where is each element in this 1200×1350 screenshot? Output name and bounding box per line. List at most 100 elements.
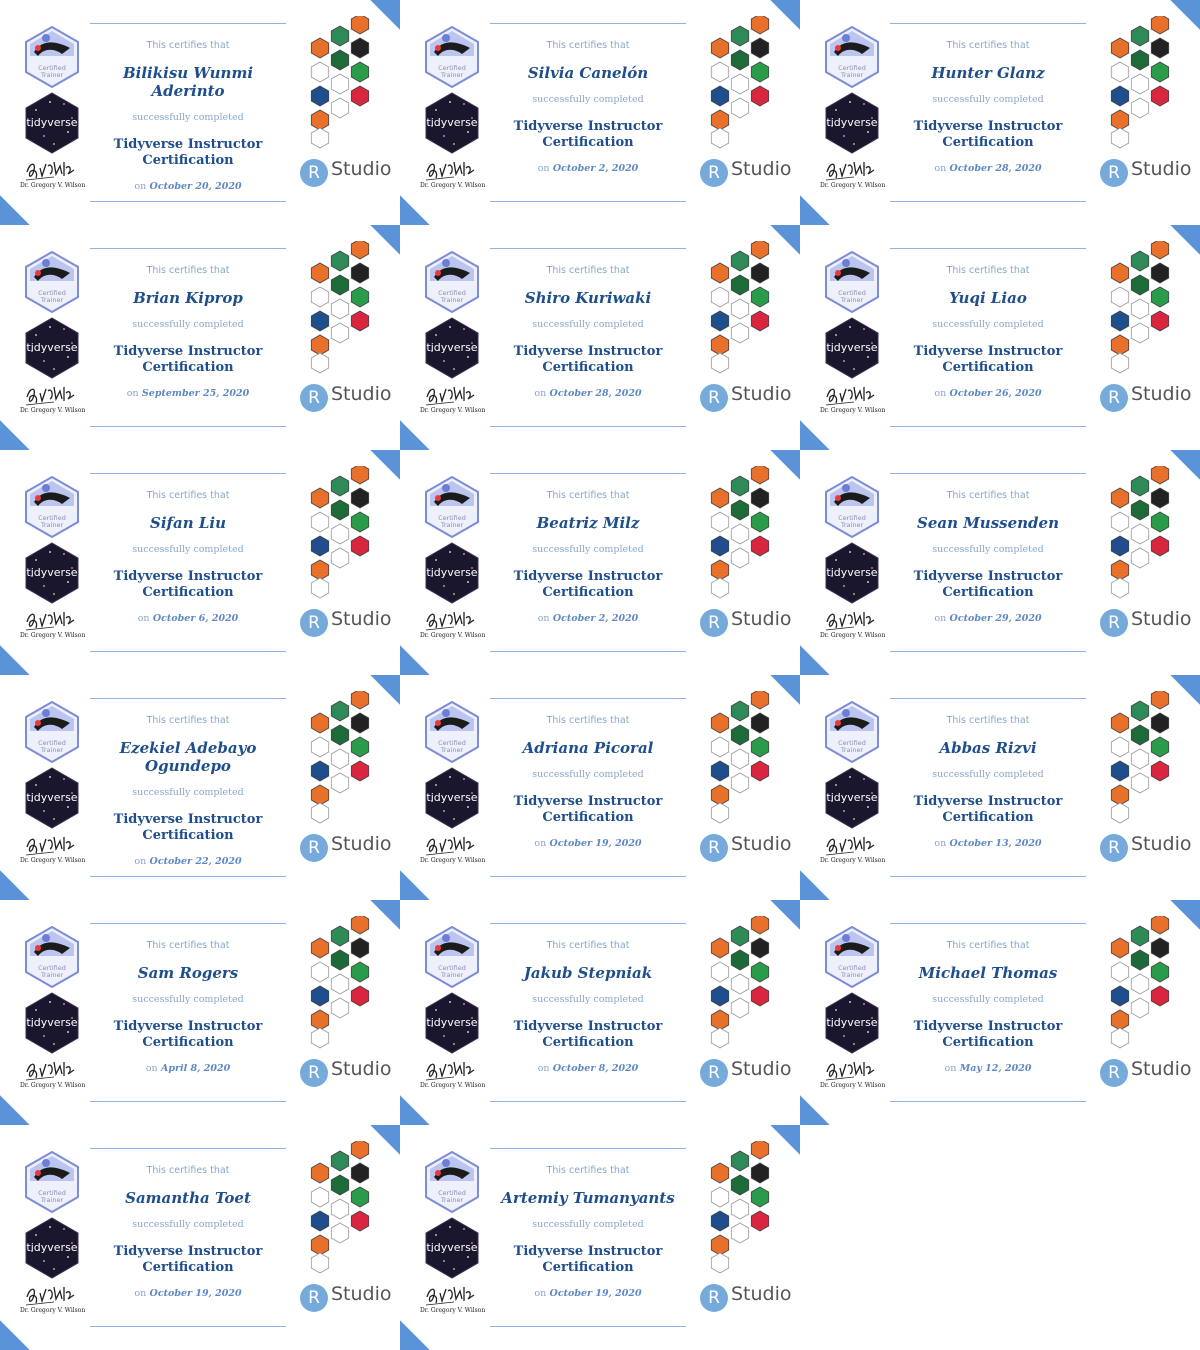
top-rule: [890, 248, 1086, 249]
top-rule: [90, 248, 286, 249]
svg-text:tidyverse: tidyverse: [26, 566, 77, 579]
date-prefix: on: [934, 838, 947, 849]
completed-text: successfully completed: [132, 1219, 244, 1230]
package-hex-stickers-icon: [1110, 916, 1170, 1049]
hex-sticker-5: [730, 49, 750, 71]
hex-sticker-3: [750, 487, 770, 509]
hex-sticker-1: [1150, 691, 1170, 710]
package-hex-stickers-icon: [310, 916, 370, 1049]
hex-sticker-4: [710, 37, 730, 59]
hex-sticker-13: [1110, 577, 1130, 599]
course-title: Tidyverse Instructor Certification: [488, 344, 688, 376]
completed-text: successfully completed: [132, 319, 244, 330]
course-line-1: Tidyverse Instructor: [113, 1244, 263, 1259]
svg-text:tidyverse: tidyverse: [426, 791, 477, 804]
rstudio-wordmark: Studio: [1131, 158, 1192, 180]
course-title: Tidyverse Instructor Certification: [888, 344, 1088, 376]
hex-sticker-12: [710, 1234, 730, 1256]
hex-sticker-12: [310, 109, 330, 131]
date-prefix: on: [126, 388, 139, 399]
date-value: October 2, 2020: [552, 613, 639, 624]
hex-sticker-3: [750, 262, 770, 284]
certifies-text: This certifies that: [146, 490, 230, 501]
hex-sticker-13: [710, 802, 730, 824]
completion-date: on October 6, 2020: [88, 613, 288, 624]
bottom-rule: [890, 426, 1086, 427]
signature-icon: [425, 386, 475, 406]
hex-sticker-13: [1110, 802, 1130, 824]
date-value: April 8, 2020: [160, 1063, 231, 1074]
completion-date: on October 28, 2020: [488, 388, 688, 399]
svg-text:tidyverse: tidyverse: [826, 116, 877, 129]
hex-sticker-stack: [1110, 241, 1170, 374]
bottom-rule: [890, 651, 1086, 652]
signatory-name: Dr. Gregory V. Wilson: [420, 857, 486, 864]
svg-text:tidyverse: tidyverse: [26, 1241, 77, 1254]
rstudio-logo-icon: R: [700, 1059, 728, 1087]
hex-sticker-4: [710, 937, 730, 959]
signature-icon: [25, 611, 75, 631]
hex-sticker-8: [730, 523, 750, 545]
certified-trainer-badge-icon: Certified Trainer: [425, 701, 479, 763]
top-rule: [490, 248, 686, 249]
date-value: October 13, 2020: [949, 838, 1042, 849]
date-value: October 28, 2020: [549, 388, 642, 399]
course-line-1: Tidyverse Instructor: [913, 344, 1063, 359]
svg-text:Trainer: Trainer: [40, 296, 64, 304]
corner-decoration: [800, 195, 830, 225]
recipient-name: Michael Thomas: [918, 964, 1058, 982]
date-value: September 25, 2020: [141, 388, 250, 399]
hex-sticker-9: [750, 760, 770, 782]
hex-sticker-10: [1110, 985, 1130, 1007]
certifies-text: This certifies that: [946, 40, 1030, 51]
date-prefix: on: [944, 1063, 957, 1074]
rstudio-logo-icon: R: [300, 834, 328, 862]
certified-trainer-badge-icon: Certified Trainer: [825, 476, 879, 538]
hex-sticker-stack: [710, 16, 770, 149]
rstudio-wordmark: Studio: [331, 383, 392, 405]
corner-decoration: [0, 870, 30, 900]
date-prefix: on: [137, 613, 150, 624]
svg-text:Certified: Certified: [838, 514, 866, 522]
recipient-name: Brian Kiprop: [133, 289, 243, 307]
signature-icon: [825, 611, 875, 631]
certificate-card-15: Certified Trainer tidyverse Dr. Gregory …: [800, 900, 1200, 1125]
rstudio-logo-icon: R: [700, 159, 728, 187]
date-prefix: on: [134, 856, 147, 867]
hex-sticker-4: [1110, 487, 1130, 509]
hex-sticker-12: [710, 559, 730, 581]
course-line-2: Certification: [542, 1035, 634, 1050]
course-title: Tidyverse Instructor Certification: [888, 794, 1088, 826]
signatory-name: Dr. Gregory V. Wilson: [820, 857, 886, 864]
hex-sticker-stack: [1110, 16, 1170, 149]
completion-date: on October 19, 2020: [488, 1288, 688, 1299]
hex-sticker-1: [350, 241, 370, 260]
recipient-name: Sean Mussenden: [916, 514, 1059, 532]
hex-sticker-13: [310, 1252, 330, 1274]
hex-sticker-8: [330, 1198, 350, 1220]
signatory-name: Dr. Gregory V. Wilson: [820, 182, 886, 189]
date-prefix: on: [534, 838, 547, 849]
tidyverse-hex-logo-icon: tidyverse: [25, 1217, 79, 1279]
recipient-name: Jakub Stepniak: [523, 964, 653, 982]
hex-sticker-stack: [710, 466, 770, 599]
hex-sticker-12: [710, 109, 730, 131]
hex-sticker-8: [330, 298, 350, 320]
hex-sticker-12: [310, 1234, 330, 1256]
hex-sticker-1: [1150, 916, 1170, 935]
hex-sticker-3: [1150, 937, 1170, 959]
svg-text:Trainer: Trainer: [40, 971, 64, 979]
hex-sticker-8: [730, 73, 750, 95]
top-rule: [490, 23, 686, 24]
svg-text:tidyverse: tidyverse: [26, 1016, 77, 1029]
recipient-name: Sifan Liu: [150, 514, 226, 532]
hex-sticker-9: [350, 1210, 370, 1232]
hex-sticker-stack: [710, 691, 770, 824]
hex-sticker-1: [1150, 241, 1170, 260]
hex-sticker-13: [710, 1027, 730, 1049]
hex-sticker-stack: [1110, 466, 1170, 599]
hex-sticker-7: [1110, 61, 1130, 83]
signature-icon: [825, 1061, 875, 1081]
tidyverse-hex-logo-icon: tidyverse: [25, 992, 79, 1054]
hex-sticker-9: [1150, 85, 1170, 107]
